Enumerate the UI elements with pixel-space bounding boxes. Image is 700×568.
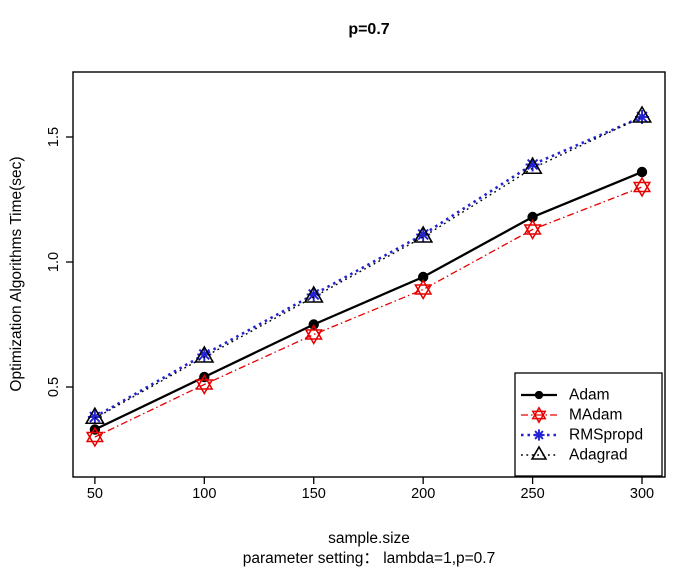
x-tick-label: 100 (192, 486, 216, 502)
x-axis-label: sample.size (328, 530, 410, 547)
legend-entry: Adagrad (521, 445, 628, 464)
legend-entry: Adam (521, 387, 610, 404)
filled-circle-marker (636, 166, 648, 178)
hexagram-marker (531, 410, 547, 424)
x-tick-label: 150 (302, 486, 326, 502)
hexagram-marker (531, 406, 547, 420)
triangle-marker (522, 156, 543, 175)
x-tick-label: 200 (411, 486, 435, 502)
legend-entry: MAdam (521, 406, 622, 424)
x-tick-label: 300 (630, 486, 654, 502)
triangle-marker (413, 225, 434, 243)
hexagram-marker (195, 373, 214, 390)
hexagram-marker (632, 176, 652, 193)
legend-label: Adam (569, 387, 610, 404)
chart-title: p=0.7 (348, 21, 390, 38)
legend-label: MAdam (569, 407, 622, 424)
triangle-marker (84, 406, 105, 425)
asterisk-marker (534, 430, 544, 440)
triangle-marker (631, 105, 653, 123)
asterisk-marker (526, 158, 539, 171)
x-axis-sublabel: parameter setting： lambda=1,p=0.7 (242, 550, 496, 567)
hexagram-marker (85, 426, 104, 443)
legend-label: Adagrad (569, 447, 628, 464)
triangle-marker (194, 345, 215, 363)
hexagram-marker (304, 329, 323, 346)
series-adagrad (84, 105, 653, 425)
series-line (94, 116, 643, 419)
triangle-marker (530, 445, 548, 460)
hexagram-marker (523, 218, 542, 235)
hexagram-marker (414, 284, 433, 301)
series-line (94, 186, 643, 438)
hexagram-marker (195, 379, 214, 396)
filled-circle-marker (417, 271, 429, 283)
series-line (94, 170, 643, 431)
legend: Adam MAdam RMSpropd Adagrad (514, 372, 663, 477)
plot-border (72, 71, 666, 478)
legend-entry: RMSpropd (521, 427, 643, 444)
filled-circle-marker (534, 390, 544, 400)
triangle-marker (303, 285, 324, 303)
x-tick-label: 250 (520, 486, 544, 502)
filled-circle-marker (527, 211, 538, 223)
legend-label: RMSpropd (569, 427, 643, 444)
hexagram-marker (414, 278, 433, 295)
hexagram-marker (85, 431, 104, 448)
hexagram-marker (304, 323, 323, 340)
y-tick-label: 0.5 (46, 377, 62, 397)
series-madam (85, 176, 652, 448)
hexagram-marker (523, 224, 542, 241)
series-line (94, 115, 643, 419)
hexagram-marker (632, 181, 652, 198)
y-tick-label: 1.5 (46, 127, 62, 147)
y-axis-label: Optimization Algorithms Time(sec) (8, 156, 25, 392)
x-tick-label: 50 (87, 486, 103, 502)
y-tick-label: 1.0 (46, 252, 62, 272)
